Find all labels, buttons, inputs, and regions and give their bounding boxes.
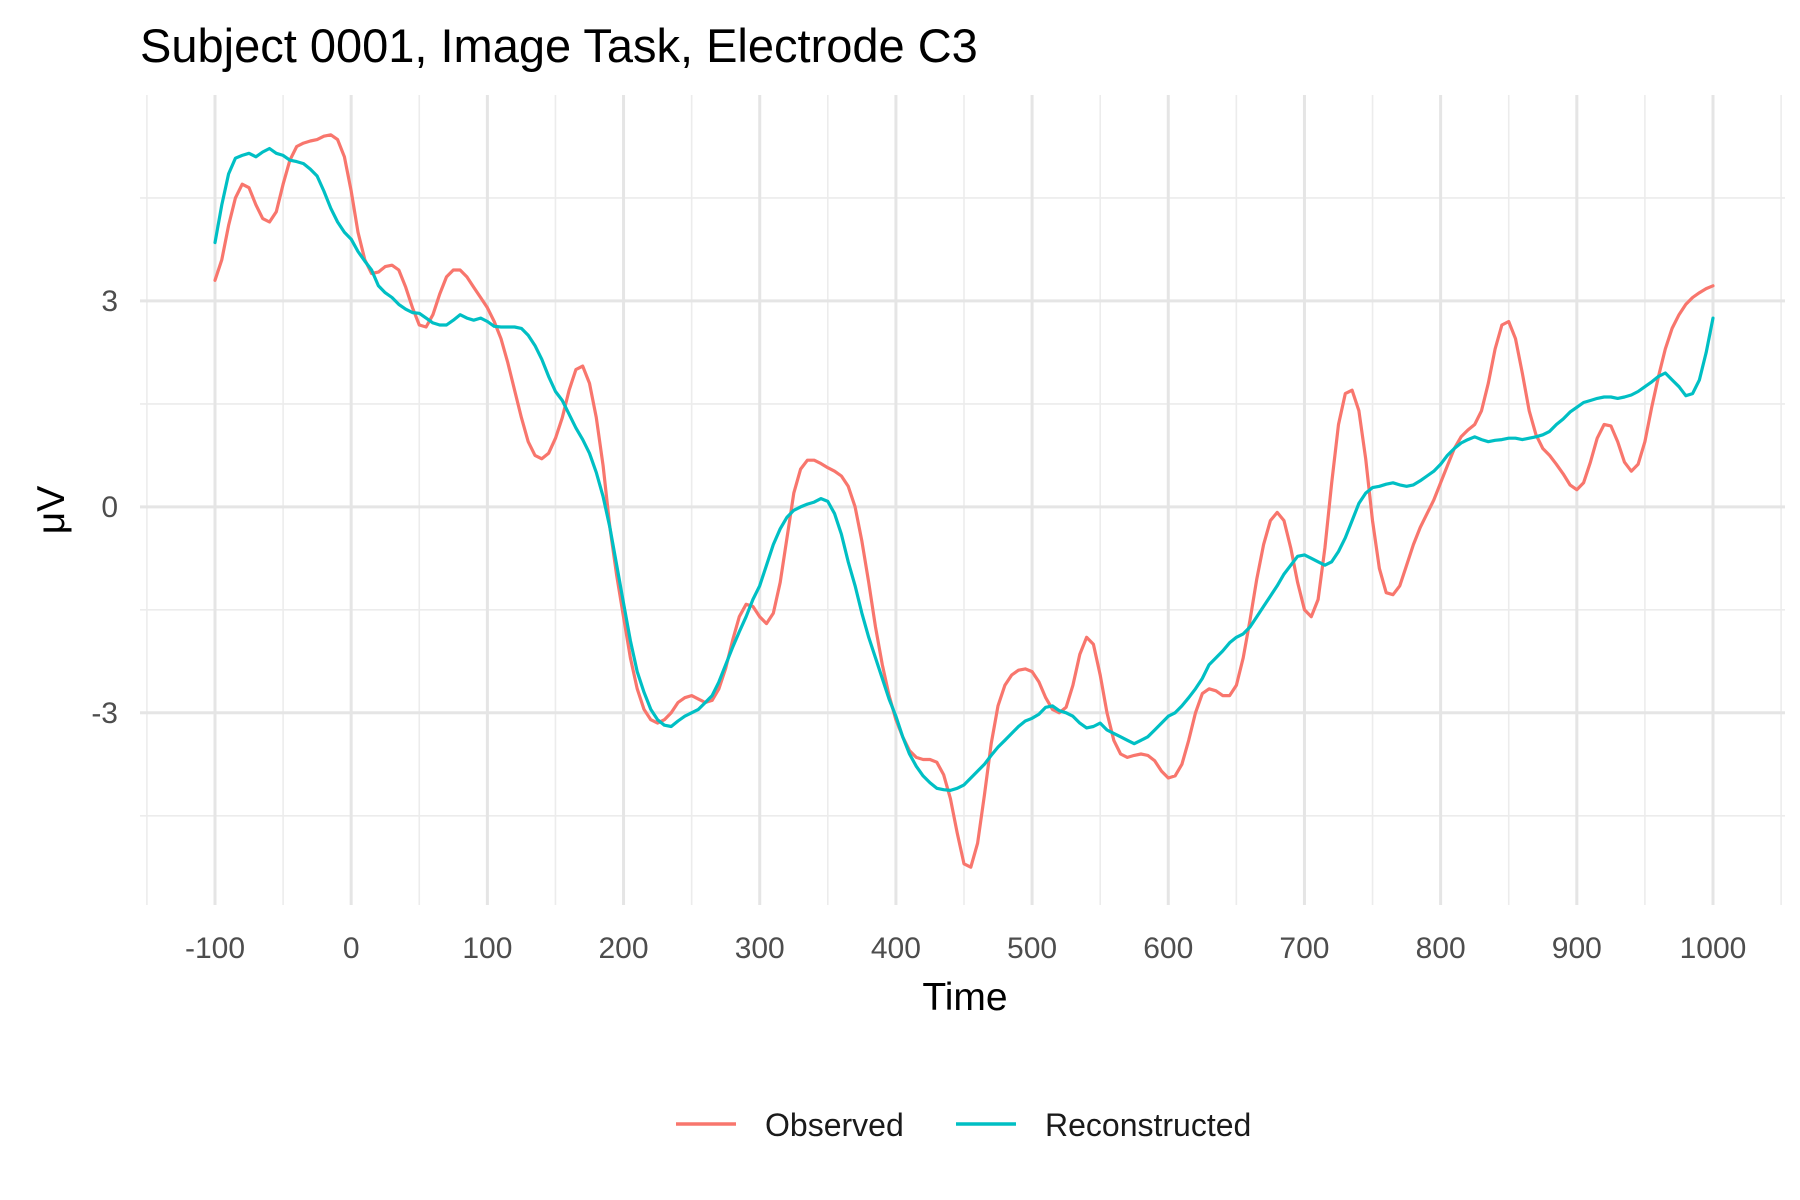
x-tick-label: -100 bbox=[185, 932, 245, 965]
x-axis-title: Time bbox=[922, 976, 1007, 1019]
x-tick-label: 200 bbox=[599, 932, 649, 965]
x-tick-label: 600 bbox=[1143, 932, 1193, 965]
x-tick-label: 100 bbox=[462, 932, 512, 965]
x-tick-label: 500 bbox=[1007, 932, 1057, 965]
y-axis-ticks: -3 0 3 bbox=[91, 285, 118, 730]
grid bbox=[140, 95, 1785, 905]
x-tick-label: 900 bbox=[1552, 932, 1602, 965]
x-tick-label: 800 bbox=[1416, 932, 1466, 965]
y-tick-label: 0 bbox=[101, 491, 118, 524]
series-lines bbox=[213, 133, 1715, 869]
x-tick-label: 400 bbox=[871, 932, 921, 965]
y-axis-title: μV bbox=[30, 486, 73, 534]
x-tick-label: 0 bbox=[343, 932, 360, 965]
legend-label-observed: Observed bbox=[765, 1107, 904, 1143]
x-tick-label: 300 bbox=[735, 932, 785, 965]
x-tick-label: 700 bbox=[1279, 932, 1329, 965]
y-tick-label: -3 bbox=[91, 697, 118, 730]
legend: Observed Reconstructed bbox=[676, 1107, 1251, 1143]
x-tick-label: 1000 bbox=[1680, 932, 1747, 965]
series-line-observed bbox=[213, 133, 1715, 869]
series-line-reconstructed bbox=[213, 146, 1715, 792]
legend-label-reconstructed: Reconstructed bbox=[1045, 1107, 1251, 1143]
x-axis-ticks: -100 0 100 200 300 400 500 600 700 800 900 1000 bbox=[185, 932, 1746, 965]
chart-title: Subject 0001, Image Task, Electrode C3 bbox=[140, 19, 978, 72]
y-tick-label: 3 bbox=[101, 285, 118, 318]
